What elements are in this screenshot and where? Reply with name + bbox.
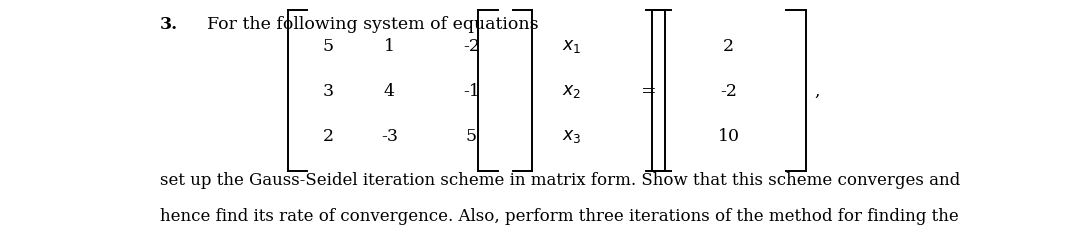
Text: 10: 10 <box>718 128 740 145</box>
Text: 3.: 3. <box>160 16 178 33</box>
Text: 5: 5 <box>465 128 477 145</box>
Text: hence find its rate of convergence. Also, perform three iterations of the method: hence find its rate of convergence. Also… <box>160 207 959 224</box>
Text: 2: 2 <box>724 38 734 55</box>
Text: 1: 1 <box>384 38 395 55</box>
Text: 3: 3 <box>322 83 334 100</box>
Text: -3: -3 <box>381 128 397 145</box>
Text: $x_2$: $x_2$ <box>562 83 581 100</box>
Text: ,: , <box>814 83 820 100</box>
Text: 4: 4 <box>384 83 395 100</box>
Text: -2: -2 <box>720 83 738 100</box>
Text: $x_1$: $x_1$ <box>562 38 581 55</box>
Text: -1: -1 <box>463 83 480 100</box>
Text: -2: -2 <box>463 38 480 55</box>
Text: 2: 2 <box>322 128 334 145</box>
Text: For the following system of equations: For the following system of equations <box>207 16 539 33</box>
Text: $x_3$: $x_3$ <box>562 128 581 145</box>
Text: set up the Gauss-Seidel iteration scheme in matrix form. Show that this scheme c: set up the Gauss-Seidel iteration scheme… <box>160 171 960 188</box>
Text: =: = <box>642 82 657 100</box>
Text: 5: 5 <box>322 38 334 55</box>
